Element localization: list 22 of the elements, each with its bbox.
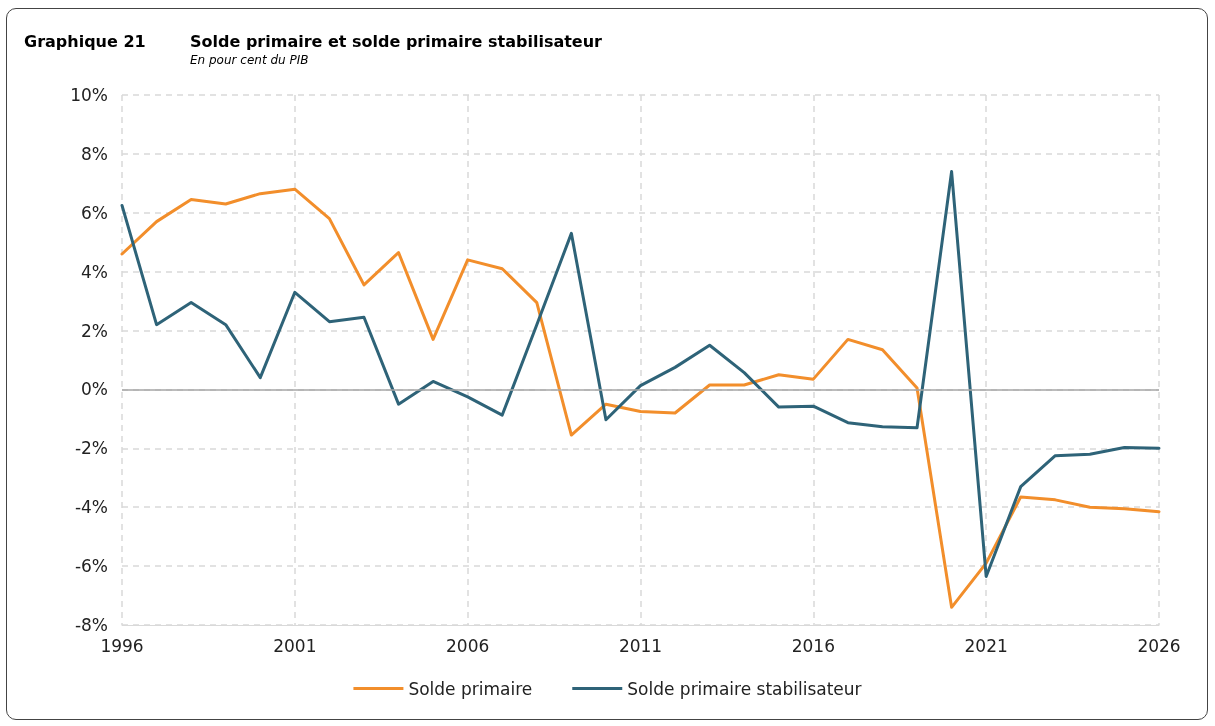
y-tick-label: 6% — [81, 202, 108, 223]
x-tick-label: 2001 — [273, 635, 317, 656]
y-tick-label: -6% — [74, 556, 108, 577]
y-tick-label: 8% — [81, 143, 108, 164]
legend-label: Solde primaire stabilisateur — [627, 678, 862, 699]
y-tick-label: -4% — [74, 497, 108, 518]
y-tick-label: 10% — [70, 85, 108, 105]
x-tick-label: 2016 — [791, 635, 835, 656]
chart-subtitle: En pour cent du PIB — [190, 53, 309, 67]
y-tick-label: -8% — [74, 615, 108, 635]
chart-title: Solde primaire et solde primaire stabilisateur — [190, 32, 602, 51]
x-tick-label: 2006 — [446, 635, 490, 656]
x-tick-label: 1996 — [100, 635, 144, 656]
y-tick-label: 0% — [81, 379, 108, 400]
x-tick-label: 2026 — [1137, 635, 1181, 656]
y-tick-label: 4% — [81, 261, 108, 282]
x-tick-label: 2011 — [618, 635, 663, 656]
text: Graphique 21 — [24, 32, 146, 51]
y-tick-label: 2% — [81, 320, 108, 341]
x-tick-label: 2021 — [964, 635, 1008, 656]
legend-label: Solde primaire — [408, 678, 533, 699]
y-tick-label: -2% — [74, 438, 108, 459]
